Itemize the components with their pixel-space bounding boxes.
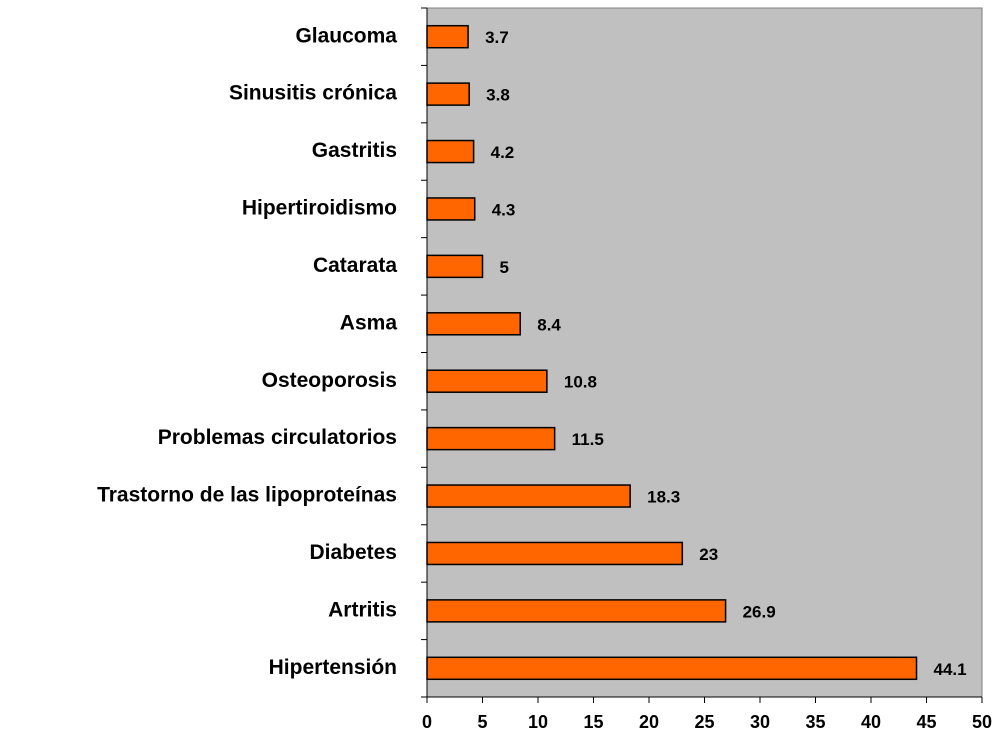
value-label: 4.2 [491, 143, 515, 162]
value-label: 26.9 [743, 602, 776, 621]
y-tick-label: Glaucoma [295, 24, 397, 47]
bar [426, 599, 727, 623]
plot-area [426, 7, 983, 698]
x-tick-label: 30 [750, 712, 770, 732]
y-tick-label: Asma [340, 311, 398, 334]
value-label: 8.4 [537, 315, 561, 334]
x-tick-label: 0 [422, 712, 432, 732]
y-tick-label: Artritis [328, 598, 397, 621]
bar [426, 484, 631, 508]
y-tick-label: Osteoporosis [262, 369, 397, 392]
bar [426, 312, 521, 336]
y-tick-label: Gastritis [312, 139, 397, 162]
x-tick-label: 10 [528, 712, 548, 732]
bar [426, 656, 918, 681]
y-tick-label: Catarata [313, 254, 397, 277]
bar [426, 426, 556, 451]
bar [426, 254, 484, 279]
value-label: 3.7 [485, 28, 509, 47]
x-tick-label: 25 [694, 712, 714, 732]
x-tick-label: 50 [972, 712, 992, 732]
bar [426, 82, 470, 106]
bar [426, 369, 548, 393]
value-label: 10.8 [564, 373, 597, 392]
y-tick-label: Hipertiroidismo [242, 197, 397, 220]
value-label: 44.1 [934, 660, 967, 679]
y-tick-label: Hipertensión [269, 656, 397, 679]
y-tick-label: Sinusitis crónica [229, 82, 397, 105]
x-tick-label: 40 [861, 712, 881, 732]
value-label: 23 [699, 545, 718, 564]
x-tick-label: 5 [477, 712, 487, 732]
y-tick-label: Problemas circulatorios [158, 426, 397, 449]
bar [426, 139, 475, 164]
x-tick-label: 35 [805, 712, 825, 732]
value-label: 11.5 [572, 430, 604, 449]
x-tick-label: 20 [639, 712, 659, 732]
value-label: 4.3 [492, 200, 516, 219]
value-label: 5 [500, 258, 509, 277]
value-label: 18.3 [647, 488, 680, 507]
y-tick-label: Trastorno de las lipoproteínas [97, 484, 397, 507]
x-tick-label: 15 [583, 712, 603, 732]
x-tick-label: 45 [916, 712, 936, 732]
bar [426, 197, 476, 221]
bar [426, 24, 469, 49]
bar [426, 541, 684, 566]
y-tick-label: Diabetes [309, 541, 397, 564]
value-label: 3.8 [486, 86, 510, 105]
